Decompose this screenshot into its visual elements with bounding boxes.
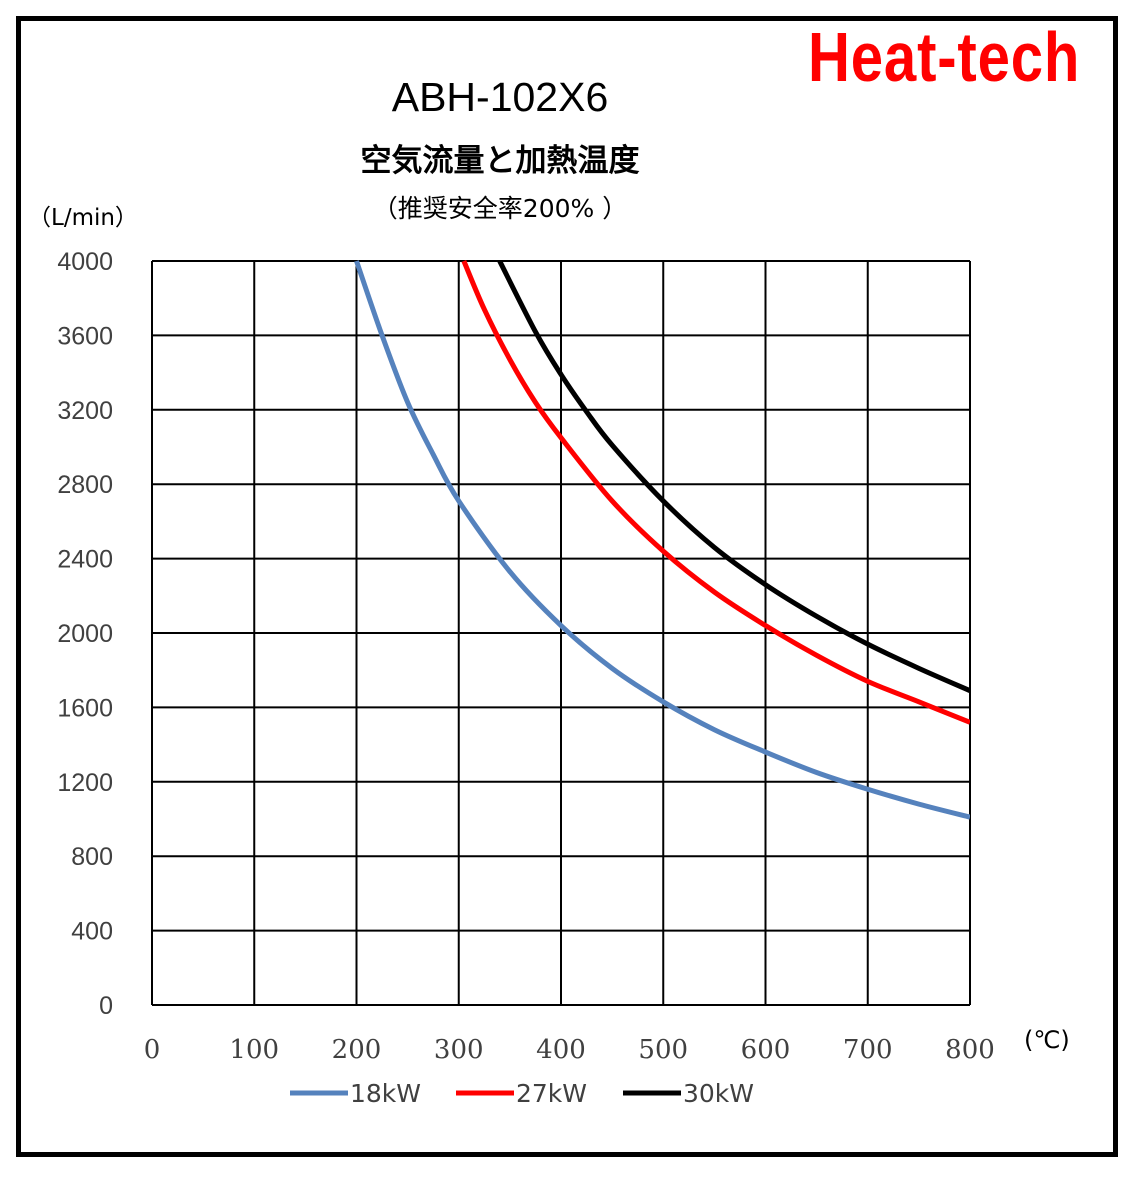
x-tick-label: 600 <box>741 1035 791 1065</box>
x-tick-label: 300 <box>434 1035 484 1065</box>
y-tick-label: 2800 <box>57 471 113 499</box>
chart-note: （推奨安全率200% ） <box>372 194 628 223</box>
chart-frame <box>16 16 1118 1157</box>
y-tick-label: 2400 <box>57 546 113 574</box>
series-lines <box>354 260 970 820</box>
y-tick-label: 1200 <box>57 769 113 797</box>
y-tick-label: 800 <box>71 843 113 871</box>
tick-labels: 0 400 800 1200 1600 2000 2400 2800 3200 3600 4000 0… <box>57 248 994 1065</box>
x-tick-label: 700 <box>843 1035 893 1065</box>
y-tick-label: 3600 <box>57 322 113 350</box>
y-tick-label: 2000 <box>57 620 113 648</box>
x-tick-label: 500 <box>638 1035 688 1065</box>
series-line-27kW <box>461 260 970 725</box>
legend: 18kW 27kW 30kW <box>290 1079 754 1108</box>
y-tick-label: 4000 <box>57 248 113 276</box>
x-tick-label: 100 <box>229 1035 279 1065</box>
y-tick-label: 400 <box>71 918 113 946</box>
series-line-18kW <box>354 260 970 820</box>
y-axis-unit: （L/min） <box>28 205 138 231</box>
series-line-30kW <box>497 260 970 693</box>
legend-label: 30kW <box>683 1079 754 1108</box>
y-tick-label: 0 <box>99 992 113 1020</box>
chart-subtitle: 空気流量と加熱温度 <box>360 143 640 179</box>
x-tick-label: 200 <box>332 1035 382 1065</box>
x-axis-unit: (℃) <box>1024 1026 1070 1054</box>
grid <box>151 260 971 1006</box>
legend-label: 27kW <box>516 1079 587 1108</box>
x-tick-label: 0 <box>144 1035 161 1065</box>
y-tick-label: 3200 <box>57 397 113 425</box>
y-tick-label: 1600 <box>57 694 113 722</box>
x-tick-label: 400 <box>536 1035 586 1065</box>
chart-title: ABH-102X6 <box>391 74 609 120</box>
brand-logo: Heat-tech <box>808 18 1081 96</box>
legend-label: 18kW <box>350 1079 421 1108</box>
x-tick-label: 800 <box>945 1035 995 1065</box>
